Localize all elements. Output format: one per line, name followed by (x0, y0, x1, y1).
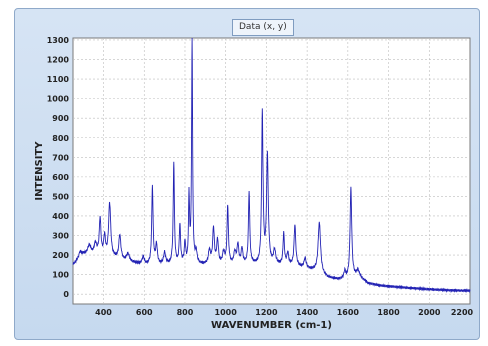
spectrum-line (72, 37, 471, 294)
plot-area (72, 37, 471, 305)
y-axis-title: INTENSITY (34, 141, 45, 201)
y-tick-label: 400 (52, 212, 69, 221)
y-tick-label: 0 (63, 290, 69, 299)
x-tick-label: 1400 (296, 308, 319, 317)
y-tick-label: 1100 (47, 75, 70, 84)
y-tick-label: 900 (52, 114, 69, 123)
y-tick-label: 1000 (47, 95, 70, 104)
y-tick-label: 800 (52, 134, 69, 143)
y-tick-label: 100 (52, 271, 69, 280)
y-tick-label: 600 (52, 173, 69, 182)
x-tick-label: 600 (136, 308, 153, 317)
y-tick-label: 500 (52, 192, 69, 201)
x-tick-label: 800 (177, 308, 194, 317)
y-tick-label: 200 (52, 251, 69, 260)
x-tick-label: 1200 (255, 308, 278, 317)
x-tick-label: 2000 (418, 308, 441, 317)
chart-title: Data (x, y) (232, 19, 294, 36)
x-tick-label: 1600 (337, 308, 360, 317)
x-tick-label: 1000 (215, 308, 238, 317)
x-axis-title: WAVENUMBER (cm-1) (211, 320, 332, 331)
x-tick-label: 1800 (377, 308, 400, 317)
x-tick-label: 400 (95, 308, 112, 317)
y-tick-label: 300 (52, 232, 69, 241)
y-tick-label: 700 (52, 153, 69, 162)
y-tick-label: 1300 (47, 36, 70, 45)
x-tick-label: 2200 (451, 308, 474, 317)
y-tick-label: 1200 (47, 56, 70, 65)
